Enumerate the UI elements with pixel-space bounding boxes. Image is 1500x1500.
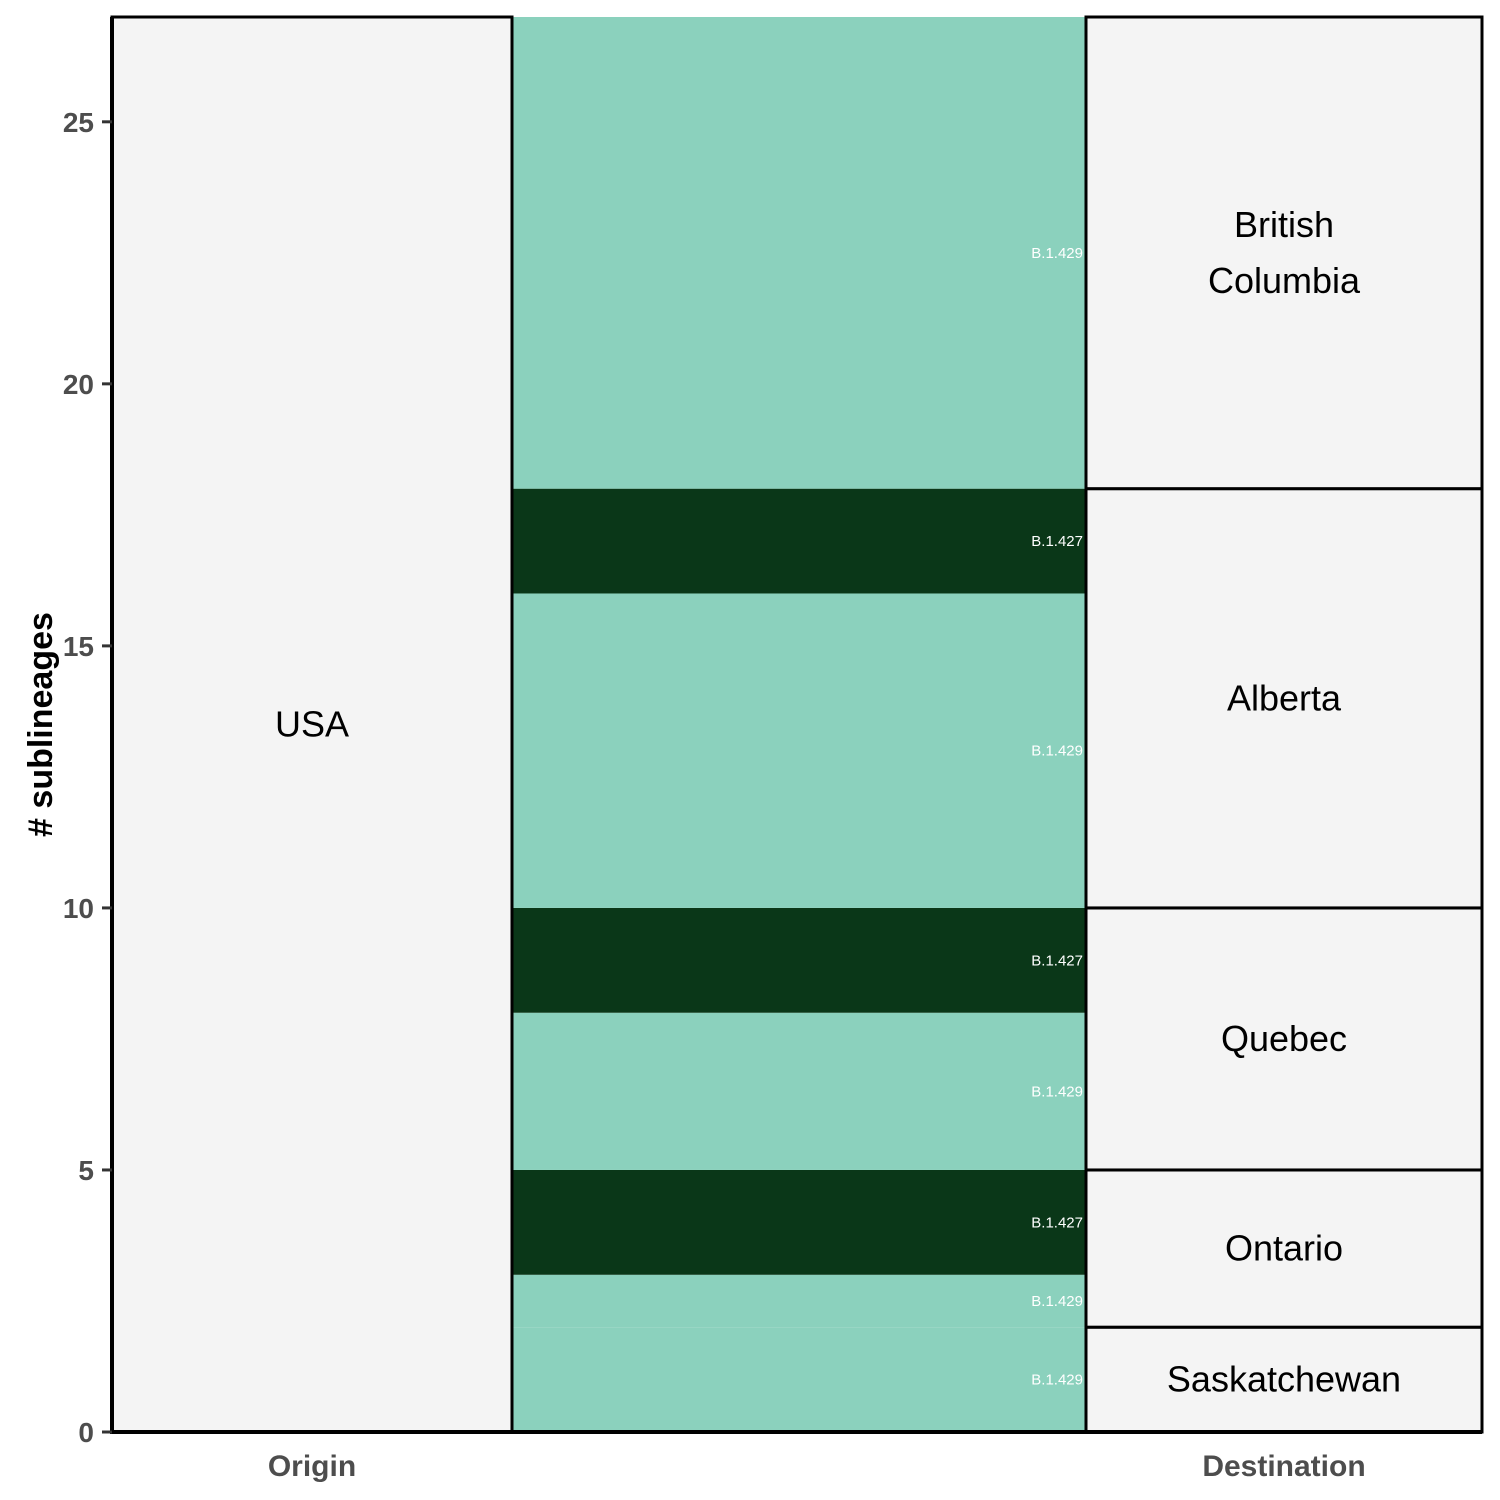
flow-label: B.1.429 — [1031, 1293, 1083, 1310]
stratum-box — [1084, 906, 1484, 1172]
flow-band — [512, 593, 1086, 908]
stratum-label: Saskatchewan — [1167, 1359, 1401, 1400]
stratum-label: Quebec — [1221, 1018, 1347, 1059]
flow-band — [512, 1169, 1086, 1275]
y-axis-title: # sublineages — [22, 612, 60, 837]
stratum-box — [1084, 15, 1484, 491]
y-tick-label: 20 — [63, 369, 94, 400]
stratum-box — [110, 15, 514, 1434]
stratum-label: Ontario — [1225, 1228, 1343, 1269]
stratum-label: British Columbia — [1208, 204, 1361, 301]
flows-layer — [512, 17, 1086, 1432]
flow-band — [512, 488, 1086, 594]
axes-layer: 0 5 10 15 20 25 Origin Destination # sublineages — [22, 17, 1482, 1483]
flow-labels-layer: B.1.429 B.1.429 B.1.427 B.1.429 B.1.427 B.1.4… — [1031, 245, 1083, 1389]
strata-layer: USA Saskatchewan Ontario Quebec Alberta Briti… — [110, 15, 1484, 1434]
y-tick-label: 15 — [63, 631, 94, 662]
y-tick-label: 25 — [63, 107, 94, 138]
y-tick-label: 5 — [78, 1155, 94, 1186]
stratum-label: USA — [275, 704, 349, 745]
flow-label: B.1.427 — [1031, 1214, 1083, 1231]
flow-label: B.1.427 — [1031, 533, 1083, 550]
flow-label: B.1.429 — [1031, 1083, 1083, 1100]
flow-label: B.1.427 — [1031, 952, 1083, 969]
y-tick-label: 10 — [63, 893, 94, 924]
x-axis-label-origin: Origin — [268, 1450, 356, 1483]
flow-band — [512, 1274, 1086, 1328]
flow-label: B.1.429 — [1031, 245, 1083, 262]
flow-band — [512, 1012, 1086, 1170]
flow-label: B.1.429 — [1031, 1372, 1083, 1389]
flow-band — [512, 907, 1086, 1013]
flow-label: B.1.429 — [1031, 743, 1083, 760]
x-axis-label-destination: Destination — [1202, 1450, 1365, 1483]
y-tick-label: 0 — [78, 1417, 94, 1448]
stratum-label: Alberta — [1227, 677, 1342, 718]
stratum-box — [1084, 487, 1484, 910]
stratum-box — [1084, 1168, 1484, 1329]
flow-band — [512, 17, 1086, 489]
flow-band — [512, 1327, 1086, 1432]
